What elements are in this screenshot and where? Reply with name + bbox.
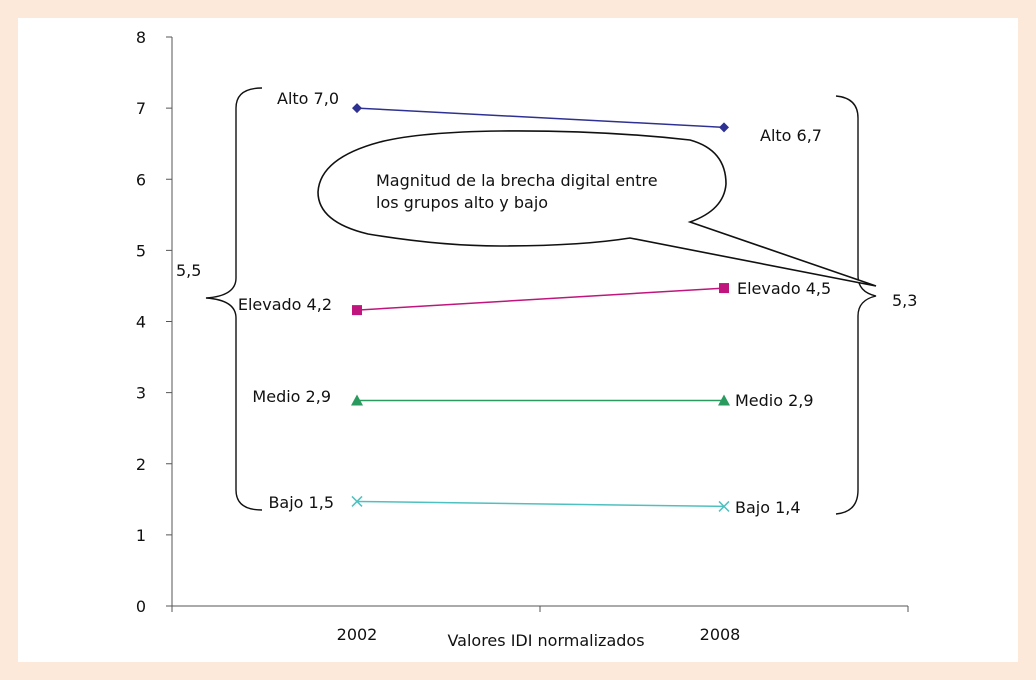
y-tick-label: 2 — [136, 455, 146, 474]
data-label-elevado: Elevado 4,2 — [238, 295, 332, 314]
data-label-bajo: Bajo 1,4 — [735, 498, 801, 517]
data-label-elevado: Elevado 4,5 — [737, 279, 831, 298]
data-point-elevado — [352, 305, 362, 316]
left-bracket-label: 5,5 — [176, 261, 201, 280]
callout-text-line: Magnitud de la brecha digital entre — [376, 171, 658, 190]
data-point-elevado — [719, 283, 729, 294]
data-label-alto: Alto 7,0 — [277, 89, 339, 108]
data-point-alto — [719, 122, 729, 133]
x-marker-stroke — [718, 500, 730, 512]
data-point-bajo — [718, 500, 730, 512]
y-tick-label: 5 — [136, 241, 146, 260]
callout-bubble — [317, 130, 877, 287]
y-tick-label: 0 — [136, 597, 146, 616]
y-tick-label: 1 — [136, 526, 146, 545]
series-line-bajo — [356, 500, 725, 508]
series-line-alto — [356, 107, 725, 129]
chart-panel — [18, 18, 1018, 662]
data-label-medio: Medio 2,9 — [735, 391, 814, 410]
y-tick-label: 6 — [136, 170, 146, 189]
y-tick-label: 7 — [136, 99, 146, 118]
y-tick-label: 3 — [136, 384, 146, 403]
y-tick-label: 8 — [136, 28, 146, 47]
y-tick-label: 4 — [136, 313, 146, 332]
series-line-elevado — [356, 287, 725, 311]
data-label-bajo: Bajo 1,5 — [268, 493, 334, 512]
data-point-medio — [718, 394, 730, 406]
data-label-medio: Medio 2,9 — [252, 387, 331, 406]
x-axis-title: Valores IDI normalizados — [447, 631, 644, 650]
left-bracket — [205, 87, 263, 511]
data-point-bajo — [351, 495, 363, 507]
x-tick-label: 2008 — [700, 625, 741, 644]
right-bracket-label: 5,3 — [892, 291, 917, 310]
x-marker-stroke — [351, 495, 363, 507]
data-label-alto: Alto 6,7 — [760, 126, 822, 145]
right-bracket — [835, 95, 877, 515]
data-point-alto — [352, 103, 362, 114]
x-tick-label: 2002 — [337, 625, 378, 644]
callout-text-line: los grupos alto y bajo — [376, 193, 548, 212]
data-point-medio — [351, 394, 363, 406]
